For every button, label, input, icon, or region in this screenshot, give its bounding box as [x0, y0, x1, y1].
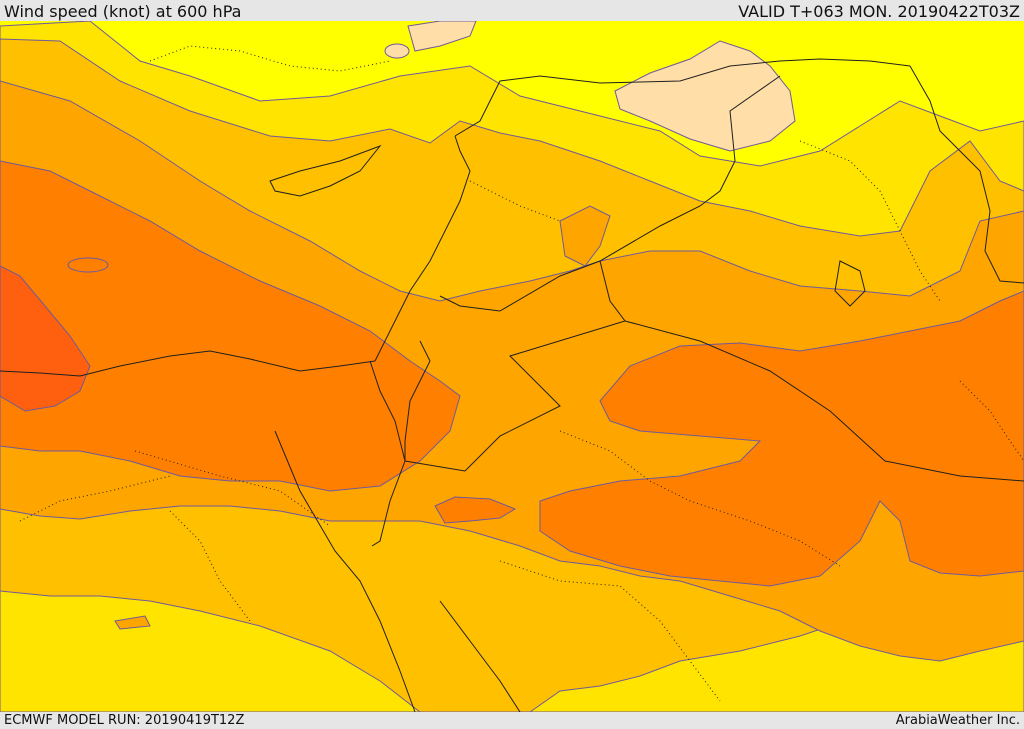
- weak-wind-spot-northwest: [407, 21, 477, 52]
- wind-band-25-30-east: [539, 290, 1024, 587]
- weak-wind-spot-small: [384, 43, 410, 59]
- valid-time-label: VALID T+063 MON. 20190422T03Z: [738, 2, 1020, 21]
- wind-band-25-30-blob: [67, 257, 109, 273]
- model-run-label: ECMWF MODEL RUN: 20190419T12Z: [4, 713, 245, 728]
- country-borders: [369, 75, 1024, 482]
- wind-band-20-25-patch-2: [114, 615, 151, 630]
- wind-band-25-30-west: [0, 160, 461, 492]
- map-title: Wind speed (knot) at 600 hPa: [4, 2, 242, 21]
- weak-wind-spot-north: [614, 40, 796, 152]
- credit-label: ArabiaWeather Inc.: [895, 713, 1020, 728]
- wind-speed-map: [0, 21, 1024, 712]
- map-header: Wind speed (knot) at 600 hPa VALID T+063…: [0, 0, 1024, 21]
- coastlines: [0, 58, 1024, 712]
- map-canvas: [0, 21, 1024, 712]
- map-footer: ECMWF MODEL RUN: 20190419T12Z ArabiaWeat…: [0, 712, 1024, 729]
- wind-band-25-30-islet: [434, 496, 517, 524]
- wind-band-20-25-patch: [559, 205, 611, 267]
- province-borders: [19, 45, 1024, 702]
